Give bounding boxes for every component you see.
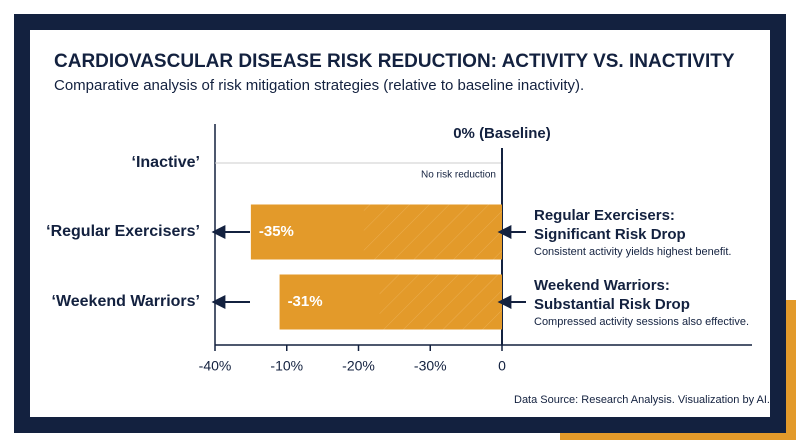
x-tick-label: -20%	[342, 358, 375, 374]
x-tick-label: -40%	[199, 358, 232, 374]
bar-hatch	[379, 274, 502, 330]
annotation-note: Consistent activity yields highest benef…	[534, 246, 732, 258]
chart-title: CARDIOVASCULAR DISEASE RISK REDUCTION: A…	[54, 51, 735, 72]
annotation-title: Weekend Warriors:	[534, 277, 670, 294]
x-tick-label: -10%	[270, 358, 303, 374]
category-label: ‘Weekend Warriors’	[52, 293, 201, 310]
annotation-title: Regular Exercisers:	[534, 207, 675, 224]
annotation-note: Compressed activity sessions also effect…	[534, 316, 749, 328]
baseline-label: 0% (Baseline)	[453, 125, 551, 142]
x-tick-label: 0	[498, 358, 506, 374]
value-label: -35%	[259, 223, 294, 240]
x-tick-label: -30%	[414, 358, 447, 374]
annotation: No risk reduction	[421, 170, 496, 181]
source: Data Source: Research Analysis. Visualiz…	[514, 394, 770, 406]
bar-hatch	[363, 204, 502, 260]
annotation-title: Substantial Risk Drop	[534, 296, 690, 313]
annotation-title: Significant Risk Drop	[534, 226, 686, 243]
category-label: ‘Inactive’	[132, 154, 200, 171]
category-label: ‘Regular Exercisers’	[46, 223, 200, 240]
chart-subtitle: Comparative analysis of risk mitigation …	[54, 77, 584, 94]
value-label: -31%	[288, 293, 323, 310]
